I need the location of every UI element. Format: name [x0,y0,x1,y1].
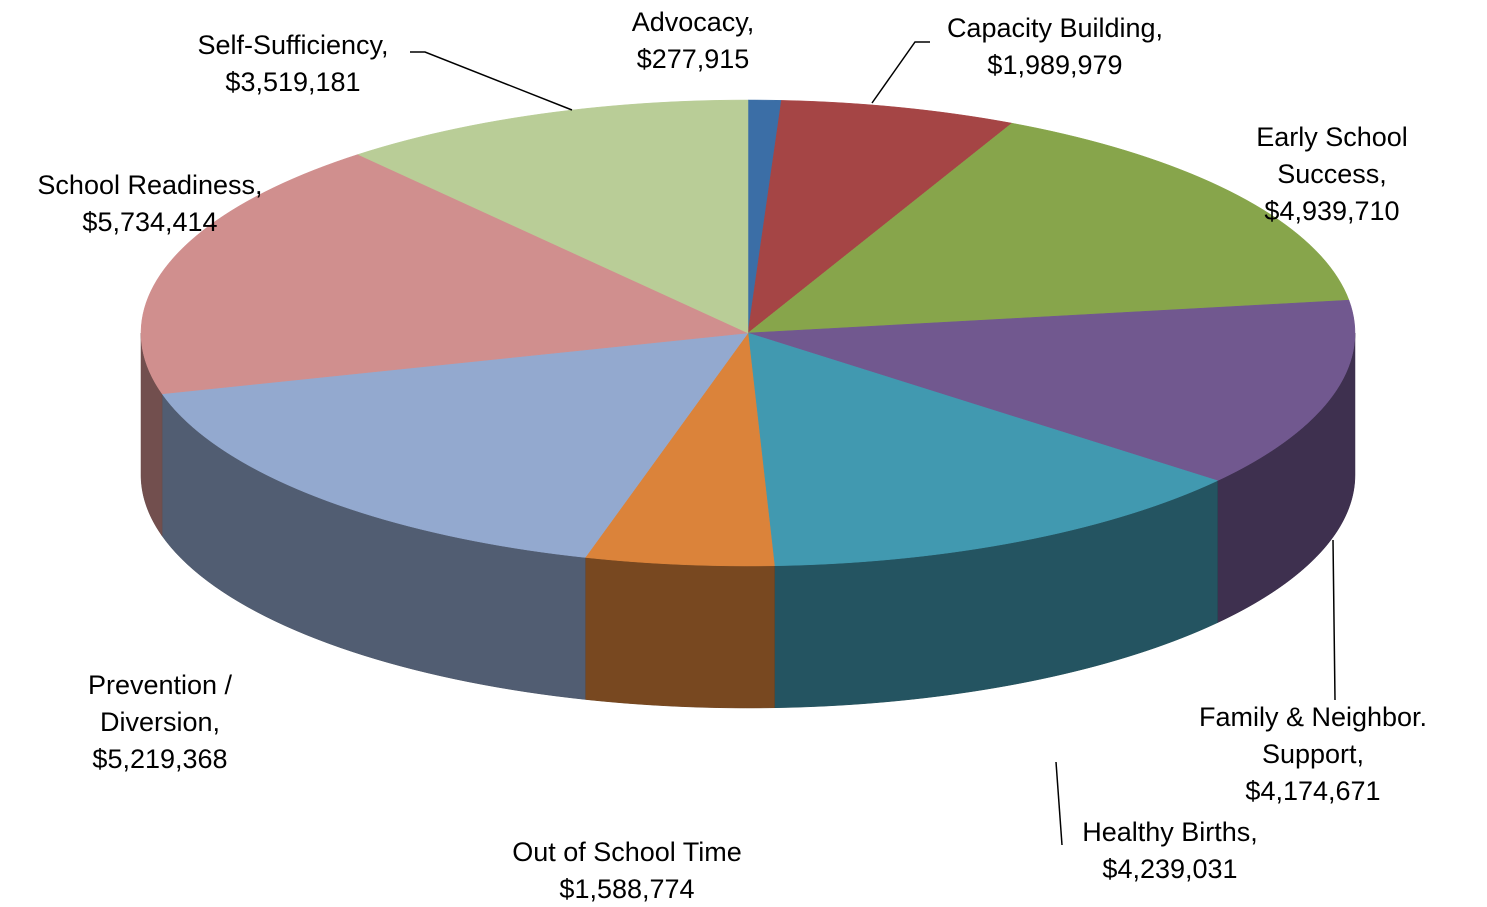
slice [161,332,749,558]
slice-label: Early School Success, $4,939,710 [1232,119,1432,230]
leader-line [871,41,930,104]
category-name: Prevention / Diversion, [87,670,233,737]
slice [357,99,749,334]
category-name: Healthy Births, [1082,817,1258,847]
category-name: Family & Neighbor. Support, [1198,702,1428,769]
value-label: $4,174,671 [1245,776,1381,806]
category-name: Out of School Time [512,837,742,867]
slice-label: Capacity Building, $1,989,979 [895,10,1215,84]
value-label: $4,939,710 [1264,196,1400,226]
category-name: Capacity Building, [946,13,1164,43]
slice-label: Prevention / Diversion, $5,219,368 [65,667,255,778]
slice-label: Family & Neighbor. Support, $4,174,671 [1173,699,1453,810]
value-label: $1,989,979 [987,50,1123,80]
slice [747,332,1219,567]
slice-label: Self-Sufficiency, $3,519,181 [143,27,443,101]
slice-label: School Readiness, $5,734,414 [0,167,300,241]
value-label: $3,519,181 [225,67,361,97]
value-label: $277,915 [636,44,750,74]
value-label: $5,219,368 [92,744,228,774]
slice-side [585,557,775,709]
slice [584,332,775,567]
slice-label: Advocacy, $277,915 [583,4,803,78]
leader-line [1055,761,1063,846]
slice [747,122,1350,334]
slice [747,299,1356,481]
slice [140,154,749,395]
value-label: $1,588,774 [559,874,695,904]
category-name: Advocacy, [631,7,755,37]
value-label: $4,239,031 [1102,854,1238,884]
category-name: Self-Sufficiency, [197,30,389,60]
value-label: $5,734,414 [82,207,218,237]
slice-label: Out of School Time $1,588,774 [437,834,817,907]
slice-label: Healthy Births, $4,239,031 [1040,814,1300,888]
slice [747,100,1013,334]
category-name: Early School Success, [1256,122,1408,189]
leader-line [1332,539,1336,701]
leader-line [410,51,573,111]
category-name: School Readiness, [37,170,263,200]
